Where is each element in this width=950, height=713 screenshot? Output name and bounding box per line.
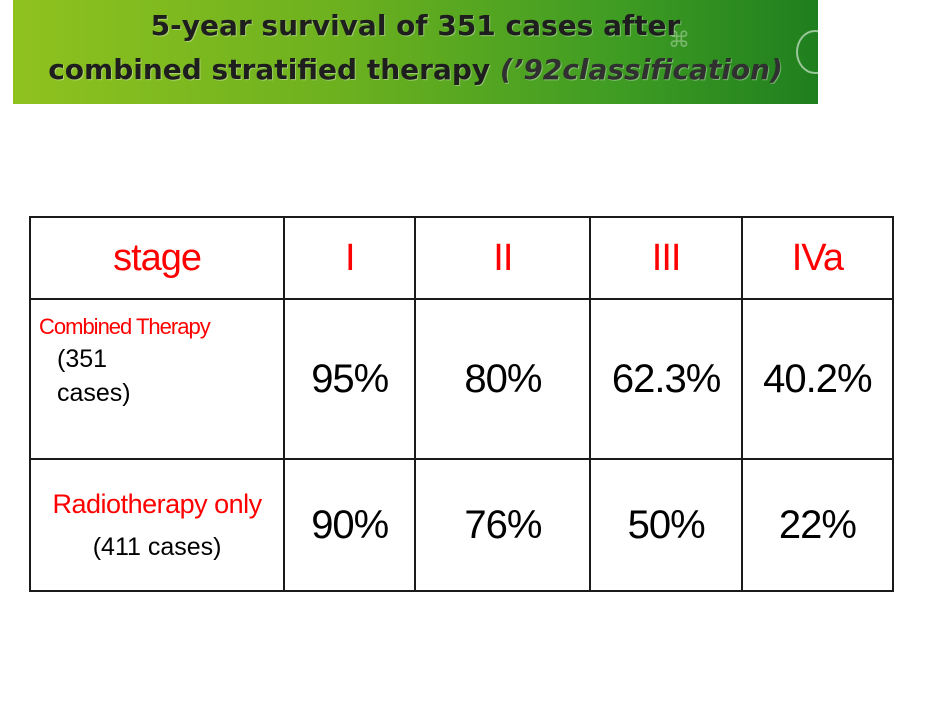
row-label-combined: Combined Therapy (351 cases) [28, 298, 286, 460]
radiotherapy-cases-label: (411 cases) [92, 533, 222, 561]
header-cell-stage-3: III [589, 216, 743, 300]
title-line-2: combined stratified therapy [48, 53, 500, 86]
radiotherapy-only-label: Radiotherapy only [52, 489, 263, 519]
table-header-row: stage I II III IVa [28, 216, 895, 300]
title-line-2-italic: (’92classification) [499, 53, 783, 86]
radiotherapy-stage-3-value: 50% [589, 458, 743, 592]
combined-stage-2-value: 80% [414, 298, 592, 460]
title-banner: ⌘ 5-year survival of 351 cases after com… [13, 0, 818, 104]
header-cell-stage-1: I [283, 216, 417, 300]
radiotherapy-stage-2-value: 76% [414, 458, 592, 592]
title-line-1: 5-year survival of 351 cases after [150, 9, 681, 42]
header-cell-stage: stage [28, 216, 286, 300]
slide-title: 5-year survival of 351 cases after combi… [13, 4, 818, 92]
header-cell-stage-4a: IVa [740, 216, 895, 300]
survival-table: stage I II III IVa Combined Therapy (351… [28, 216, 895, 592]
watermark-logo: ⌘ [668, 28, 698, 53]
combined-cases-label: (351 cases) [57, 345, 131, 407]
radiotherapy-stage-4a-value: 22% [740, 458, 895, 592]
table-row-combined: Combined Therapy (351 cases) 95% 80% 62.… [28, 298, 895, 460]
combined-stage-4a-value: 40.2% [740, 298, 895, 460]
radiotherapy-stage-1-value: 90% [283, 458, 417, 592]
table-row-radiotherapy: Radiotherapy only (411 cases) 90% 76% 50… [28, 458, 895, 592]
combined-stage-3-value: 62.3% [589, 298, 743, 460]
row-label-radiotherapy: Radiotherapy only (411 cases) [28, 458, 286, 592]
header-cell-stage-2: II [414, 216, 592, 300]
combined-stage-1-value: 95% [283, 298, 417, 460]
combined-therapy-label: Combined Therapy [39, 314, 211, 339]
